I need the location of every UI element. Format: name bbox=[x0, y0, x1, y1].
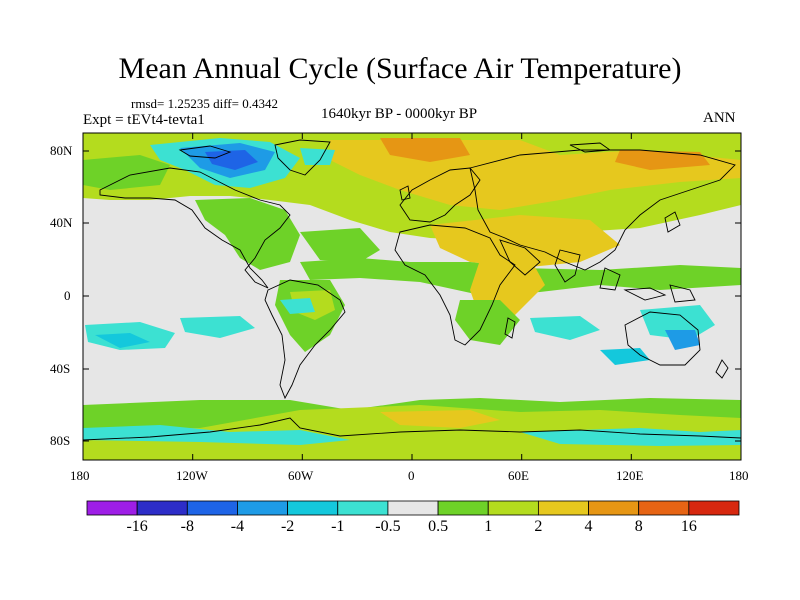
colorbar-box bbox=[237, 500, 289, 516]
colorbar bbox=[86, 500, 740, 516]
stats-text: rmsd= 1.25235 diff= 0.4342 bbox=[131, 96, 278, 111]
colorbar-box bbox=[387, 500, 439, 516]
colorbar-label: -8 bbox=[180, 518, 194, 535]
colorbar-label: 16 bbox=[680, 518, 697, 535]
lat-tick-label: 0 bbox=[64, 288, 71, 303]
lat-tick-label: 40S bbox=[50, 361, 71, 376]
lon-tick-label: 120W bbox=[176, 468, 208, 483]
colorbar-label: 4 bbox=[584, 518, 593, 535]
colorbar-box bbox=[186, 500, 238, 516]
colorbar-box bbox=[537, 500, 589, 516]
lon-tick-label: 120E bbox=[616, 468, 644, 483]
lon-tick-label: 180 bbox=[70, 468, 90, 483]
coastlines bbox=[83, 139, 741, 441]
colorbar-box bbox=[588, 500, 640, 516]
period-label: 1640kyr BP - 0000kyr BP bbox=[321, 106, 478, 122]
colorbar-label: 0.5 bbox=[428, 518, 449, 535]
colorbar-label: -1 bbox=[331, 518, 345, 535]
colorbar-label: -4 bbox=[230, 518, 245, 535]
lon-tick-label: 60E bbox=[508, 468, 529, 483]
colorbar-box bbox=[337, 500, 389, 516]
experiment-label: Expt = tEVt4-tevta1 bbox=[83, 112, 205, 128]
colorbar-box bbox=[638, 500, 690, 516]
colorbar-label: -16 bbox=[126, 518, 148, 535]
colorbar-box bbox=[86, 500, 138, 516]
season-label: ANN bbox=[703, 110, 736, 126]
colorbar-label: 1 bbox=[484, 518, 493, 535]
colorbar-box bbox=[487, 500, 539, 516]
colorbar-label: 2 bbox=[534, 518, 543, 535]
colorbar-label: 8 bbox=[634, 518, 643, 535]
lon-tick-label: 60W bbox=[288, 468, 314, 483]
lat-tick-label: 80S bbox=[50, 433, 71, 448]
temperature-anomaly-field bbox=[83, 133, 741, 460]
lon-tick-label: 0 bbox=[408, 468, 415, 483]
lat-tick-label: 40N bbox=[50, 215, 73, 230]
colorbar-box bbox=[287, 500, 339, 516]
lon-tick-label: 180 bbox=[729, 468, 749, 483]
colorbar-box bbox=[437, 500, 489, 516]
colorbar-box bbox=[136, 500, 188, 516]
colorbar-box bbox=[688, 500, 740, 516]
colorbar-label: -0.5 bbox=[375, 518, 401, 535]
colorbar-label: -2 bbox=[280, 518, 295, 535]
plot-title: Mean Annual Cycle (Surface Air Temperatu… bbox=[118, 52, 682, 85]
lat-tick-label: 80N bbox=[50, 143, 73, 158]
tick-marks bbox=[83, 133, 741, 460]
